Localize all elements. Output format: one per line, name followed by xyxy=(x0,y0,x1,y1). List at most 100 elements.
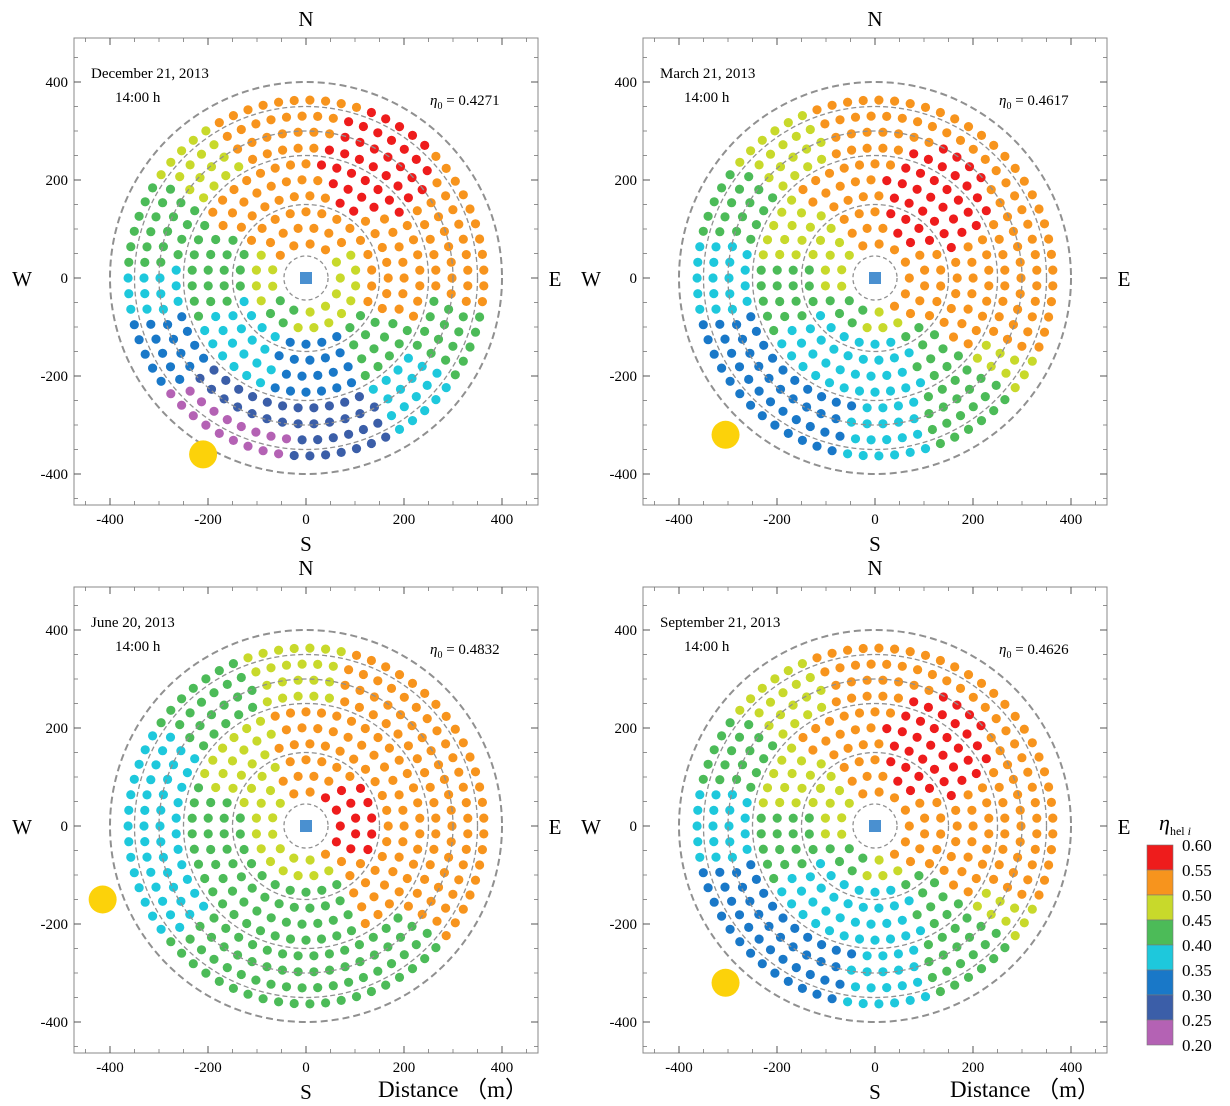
heliostat-dot xyxy=(847,228,857,238)
y-tick-label: -400 xyxy=(41,467,69,483)
heliostat-dot xyxy=(394,424,405,434)
heliostat-dot xyxy=(305,999,315,1009)
heliostat-dot xyxy=(825,798,835,808)
heliostat-dot xyxy=(936,281,946,291)
heliostat-dot xyxy=(982,844,992,854)
heliostat-dot xyxy=(293,967,303,977)
heliostat-dot xyxy=(247,883,257,893)
heliostat-dot xyxy=(313,918,323,929)
heliostat-dot xyxy=(425,860,435,870)
heliostat-dot xyxy=(989,326,999,336)
heliostat-dot xyxy=(886,885,896,895)
heliostat-dot xyxy=(328,433,338,443)
heliostat-dot xyxy=(126,790,136,800)
heliostat-dot xyxy=(720,882,730,892)
heliostat-dot xyxy=(808,249,818,260)
heliostat-dot xyxy=(126,304,136,314)
heliostat-dot xyxy=(332,163,342,173)
heliostat-dot xyxy=(939,317,949,327)
heliostat-dot xyxy=(1000,265,1010,275)
heliostat-dot xyxy=(972,901,983,911)
heliostat-dot xyxy=(320,741,330,751)
heliostat-dot xyxy=(829,344,839,354)
heliostat-dot xyxy=(142,304,152,314)
heliostat-dot xyxy=(770,420,780,430)
heliostat-dot xyxy=(394,207,404,217)
heliostat-dot xyxy=(158,304,168,314)
heliostat-dot xyxy=(321,644,331,654)
heliostat-dot xyxy=(797,783,807,793)
heliostat-dot xyxy=(957,227,967,237)
heliostat-dot xyxy=(281,917,291,927)
heliostat-dot xyxy=(734,732,745,742)
x-tick-label: -400 xyxy=(665,512,693,528)
heliostat-dot xyxy=(325,417,335,427)
heliostat-dot xyxy=(448,753,458,763)
heliostat-dot xyxy=(950,114,960,124)
heliostat-dot xyxy=(293,951,303,961)
heliostat-dot xyxy=(441,383,451,393)
heliostat-dot xyxy=(358,424,368,435)
heliostat-dot xyxy=(148,911,158,921)
heliostat-dot xyxy=(262,414,272,424)
heliostat-dot xyxy=(148,183,158,193)
heliostat-dot xyxy=(1046,249,1056,259)
heliostat-dot xyxy=(398,257,408,267)
heliostat-dot xyxy=(980,702,990,713)
heliostat-dot xyxy=(386,411,397,421)
heliostat-dot xyxy=(246,311,257,321)
heliostat-dot xyxy=(354,702,364,713)
heliostat-dot xyxy=(222,798,232,808)
heliostat-dot xyxy=(266,979,276,989)
heliostat-dot xyxy=(1048,829,1058,839)
heliostat-dot xyxy=(243,653,253,663)
legend-swatch xyxy=(1146,994,1174,1021)
heliostat-dot xyxy=(139,821,149,831)
heliostat-dot xyxy=(415,281,425,291)
heliostat-dot xyxy=(932,797,942,808)
heliostat-dot xyxy=(805,969,815,980)
heliostat-dot xyxy=(185,708,195,718)
heliostat-dot xyxy=(901,214,911,224)
heliostat-dot xyxy=(734,184,745,194)
heliostat-dot xyxy=(429,844,439,855)
zone-circle xyxy=(231,203,381,353)
heliostat-dot xyxy=(369,692,379,702)
heliostat-dot xyxy=(155,821,165,831)
heliostat-dot xyxy=(185,934,195,944)
heliostat-dot xyxy=(293,691,303,701)
heliostat-dot xyxy=(757,135,767,145)
heliostat-dot xyxy=(266,913,276,923)
heliostat-dot xyxy=(963,339,973,349)
heliostat-dot xyxy=(1000,813,1010,823)
legend-swatch xyxy=(1146,969,1174,996)
heliostat-dot xyxy=(247,759,257,769)
heliostat-dot xyxy=(262,149,272,159)
heliostat-dot xyxy=(1023,327,1033,337)
heliostat-dot xyxy=(821,736,831,746)
heliostat-dot xyxy=(415,265,425,275)
heliostat-dot xyxy=(407,130,418,140)
heliostat-dot xyxy=(953,743,964,753)
heliostat-dot xyxy=(227,338,238,348)
heliostat-dot xyxy=(805,421,815,432)
east-label: E xyxy=(1118,815,1131,839)
heliostat-dot xyxy=(764,173,774,183)
heliostat-dot xyxy=(393,729,403,739)
heliostat-dot xyxy=(756,281,766,291)
heliostat-dot xyxy=(450,918,460,928)
heliostat-dot xyxy=(746,948,756,958)
heliostat-dot xyxy=(218,325,228,336)
heliostat-dot xyxy=(703,759,713,769)
heliostat-dot xyxy=(340,680,350,690)
heliostat-dot xyxy=(924,235,935,245)
heliostat-field xyxy=(123,95,489,461)
heliostat-dot xyxy=(412,754,422,764)
heliostat-dot xyxy=(894,677,904,687)
heliostat-dot xyxy=(248,702,258,713)
heliostat-dot xyxy=(968,821,978,831)
heliostat-dot xyxy=(787,873,797,884)
x-tick-label: -200 xyxy=(763,512,791,528)
heliostat-dot xyxy=(242,370,252,381)
